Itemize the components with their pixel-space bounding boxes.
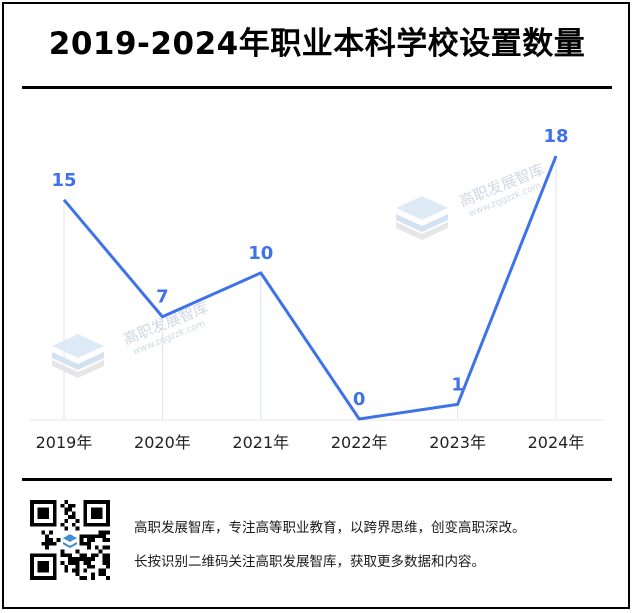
watermark-logo-icon — [52, 334, 104, 378]
footer-line-1: 高职发展智库，专注高等职业教育，以跨界思维，创变高职深改。 — [134, 520, 526, 536]
data-label: 18 — [543, 126, 568, 147]
x-tick-label: 2024年 — [528, 433, 585, 452]
footer-line-2: 长按识别二维码关注高职发展智库，获取更多数据和内容。 — [134, 554, 485, 570]
x-tick-label: 2021年 — [232, 433, 289, 452]
data-label: 0 — [353, 389, 366, 410]
series-line — [62, 155, 558, 421]
x-tick-label: 2023年 — [429, 433, 486, 452]
data-label: 7 — [156, 287, 169, 308]
data-label: 10 — [248, 243, 273, 264]
data-label: 1 — [451, 374, 464, 395]
line-chart: 15 7 10 0 1 18 2019年 2020年 2021年 2022年 2023年 2024年 — [30, 126, 604, 452]
data-label: 15 — [51, 170, 76, 191]
qr-code[interactable] — [30, 500, 110, 580]
x-tick-label: 2022年 — [331, 433, 388, 452]
x-tick-label: 2019年 — [36, 433, 93, 452]
title-divider — [22, 86, 612, 89]
chart-title: 2019-2024年职业本科学校设置数量 — [48, 26, 586, 62]
footer-divider — [22, 478, 612, 481]
watermark-logo-icon — [396, 196, 448, 240]
x-tick-label: 2020年 — [134, 433, 191, 452]
